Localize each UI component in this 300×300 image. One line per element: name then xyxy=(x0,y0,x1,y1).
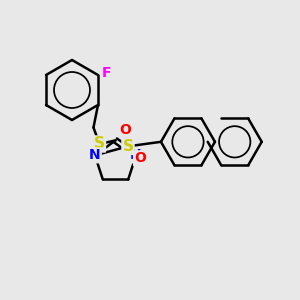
Text: F: F xyxy=(102,66,111,80)
Text: S: S xyxy=(122,139,134,154)
Text: S: S xyxy=(94,136,105,152)
Text: N: N xyxy=(89,148,101,162)
Text: N: N xyxy=(130,148,142,162)
Text: O: O xyxy=(119,123,131,137)
Text: O: O xyxy=(134,151,146,165)
